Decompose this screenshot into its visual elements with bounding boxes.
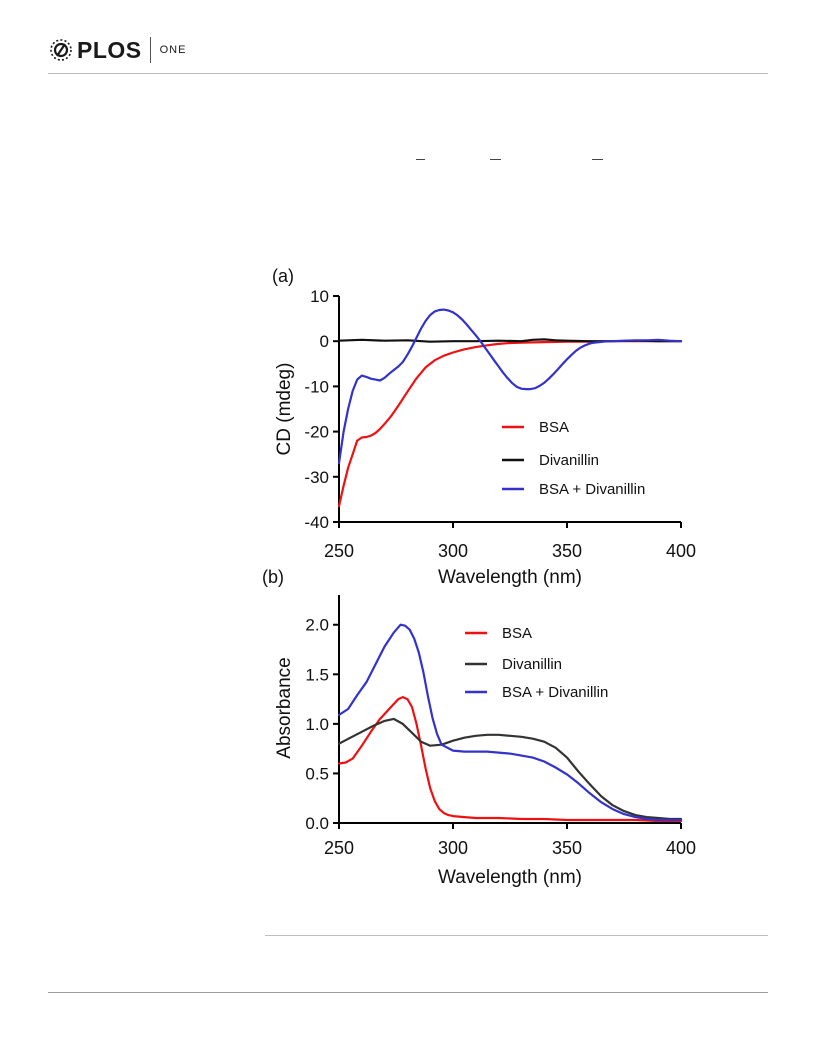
series-line-bsa bbox=[337, 695, 683, 823]
series-line-bsa bbox=[337, 340, 683, 508]
legend-label: Divanillin bbox=[502, 656, 562, 673]
y-tick-label: -20 bbox=[304, 423, 329, 442]
x-tick-label: 400 bbox=[666, 838, 696, 858]
plos-logo-icon bbox=[50, 39, 72, 61]
logo-divider bbox=[149, 37, 151, 63]
text-fragment-mark bbox=[592, 159, 603, 160]
x-tick-label: 300 bbox=[438, 541, 468, 561]
x-tick-label: 250 bbox=[324, 838, 354, 858]
legend-label: Divanillin bbox=[539, 452, 599, 469]
series-line-bsa-divanillin bbox=[337, 623, 683, 822]
figure-rule bbox=[265, 935, 768, 936]
y-tick-label: 10 bbox=[310, 287, 329, 306]
y-tick-label: 1.5 bbox=[305, 665, 329, 684]
legend-label: BSA bbox=[539, 419, 569, 436]
panel-absorbance: (b) 0.0 0.5 1.0 1.5 2.0 250 300 350 400 Wavelength… bbox=[262, 567, 696, 888]
y-axis-title: Absorbance bbox=[274, 657, 295, 758]
y-axis-title: CD (mdeg) bbox=[274, 363, 295, 456]
journal-logo: PLOS ONE bbox=[48, 36, 186, 64]
legend-label: BSA bbox=[502, 625, 532, 642]
panel-label: (b) bbox=[262, 567, 284, 587]
x-axis-title: Wavelength (nm) bbox=[438, 567, 582, 588]
y-tick-label: 1.0 bbox=[305, 715, 329, 734]
legend-label: BSA + Divanillin bbox=[539, 481, 645, 498]
text-fragment-mark bbox=[416, 159, 425, 160]
panel-cd: (a) 10 0 -10 -20 -30 -40 250 300 350 400 Wavelength… bbox=[272, 266, 696, 588]
footer-rule bbox=[48, 992, 768, 993]
y-tick-label: -40 bbox=[304, 513, 329, 532]
y-tick-label: 0.5 bbox=[305, 764, 329, 783]
header-rule bbox=[48, 73, 768, 74]
y-tick-label: -30 bbox=[304, 468, 329, 487]
series-line-bsa-divanillin bbox=[337, 308, 683, 465]
journal-section: ONE bbox=[159, 44, 187, 56]
page-header: PLOS ONE bbox=[0, 0, 816, 75]
x-tick-label: 350 bbox=[552, 541, 582, 561]
x-axis-title: Wavelength (nm) bbox=[438, 867, 582, 888]
y-tick-label: -10 bbox=[304, 377, 329, 396]
y-tick-label: 0 bbox=[320, 332, 329, 351]
x-tick-label: 250 bbox=[324, 541, 354, 561]
y-tick-label: 0.0 bbox=[305, 814, 329, 833]
y-tick-label: 2.0 bbox=[305, 616, 329, 635]
x-tick-label: 300 bbox=[438, 838, 468, 858]
x-tick-label: 400 bbox=[666, 541, 696, 561]
panel-label: (a) bbox=[272, 266, 294, 286]
text-fragment-mark bbox=[490, 159, 501, 160]
legend-label: BSA + Divanillin bbox=[502, 684, 608, 701]
series-line-divanillin bbox=[337, 717, 683, 821]
x-tick-label: 350 bbox=[552, 838, 582, 858]
journal-name: PLOS bbox=[77, 36, 142, 63]
